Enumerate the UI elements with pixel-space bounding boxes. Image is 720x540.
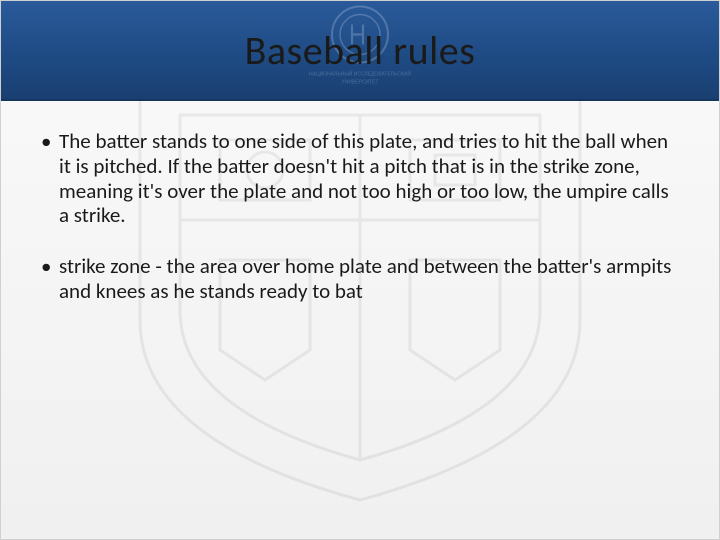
- bullet-item: strike zone - the area over home plate a…: [37, 254, 683, 304]
- slide-title: Baseball rules: [245, 26, 476, 75]
- header-banner: НАЦИОНАЛЬНЫЙ ИССЛЕДОВАТЕЛЬСКИЙ УНИВЕРСИТ…: [1, 1, 719, 101]
- slide: НАЦИОНАЛЬНЫЙ ИССЛЕДОВАТЕЛЬСКИЙ УНИВЕРСИТ…: [0, 0, 720, 540]
- bullet-item: The batter stands to one side of this pl…: [37, 129, 683, 228]
- bullet-list: The batter stands to one side of this pl…: [37, 129, 683, 304]
- content-area: The batter stands to one side of this pl…: [1, 101, 719, 350]
- svg-text:УНИВЕРСИТЕТ: УНИВЕРСИТЕТ: [342, 80, 379, 86]
